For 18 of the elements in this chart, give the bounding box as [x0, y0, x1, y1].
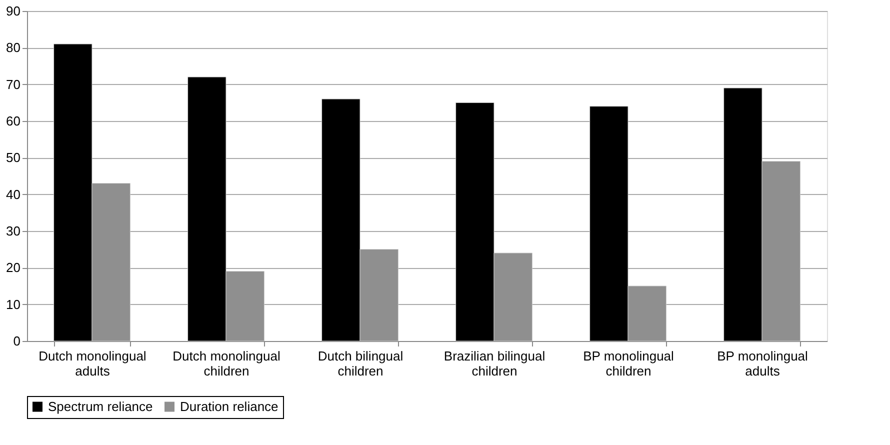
y-tick-label: 40 — [6, 186, 20, 202]
x-tick-label: Dutch monolingual adults — [38, 348, 146, 378]
y-tick-label: 90 — [6, 4, 20, 18]
x-tick-label: BP monolingual children — [583, 348, 674, 378]
x-tick-label: Dutch bilingual children — [318, 348, 404, 378]
x-tick-label: BP monolingual adults — [717, 348, 808, 378]
y-tick-label: 30 — [6, 224, 20, 238]
y-tick-label: 70 — [6, 76, 20, 92]
y-tick-label: 60 — [6, 114, 20, 128]
legend-label: Duration reliance — [180, 398, 278, 414]
y-tick-label: 80 — [6, 40, 20, 56]
y-tick-label: 50 — [6, 150, 20, 166]
y-tick-label: 0 — [13, 334, 20, 348]
legend-label: Spectrum reliance — [48, 398, 153, 414]
x-tick-label: Dutch monolingual children — [172, 348, 280, 378]
y-tick-label: 20 — [6, 260, 20, 276]
x-tick-label: Brazilian bilingual children — [444, 348, 546, 378]
y-tick-label: 10 — [6, 296, 20, 312]
